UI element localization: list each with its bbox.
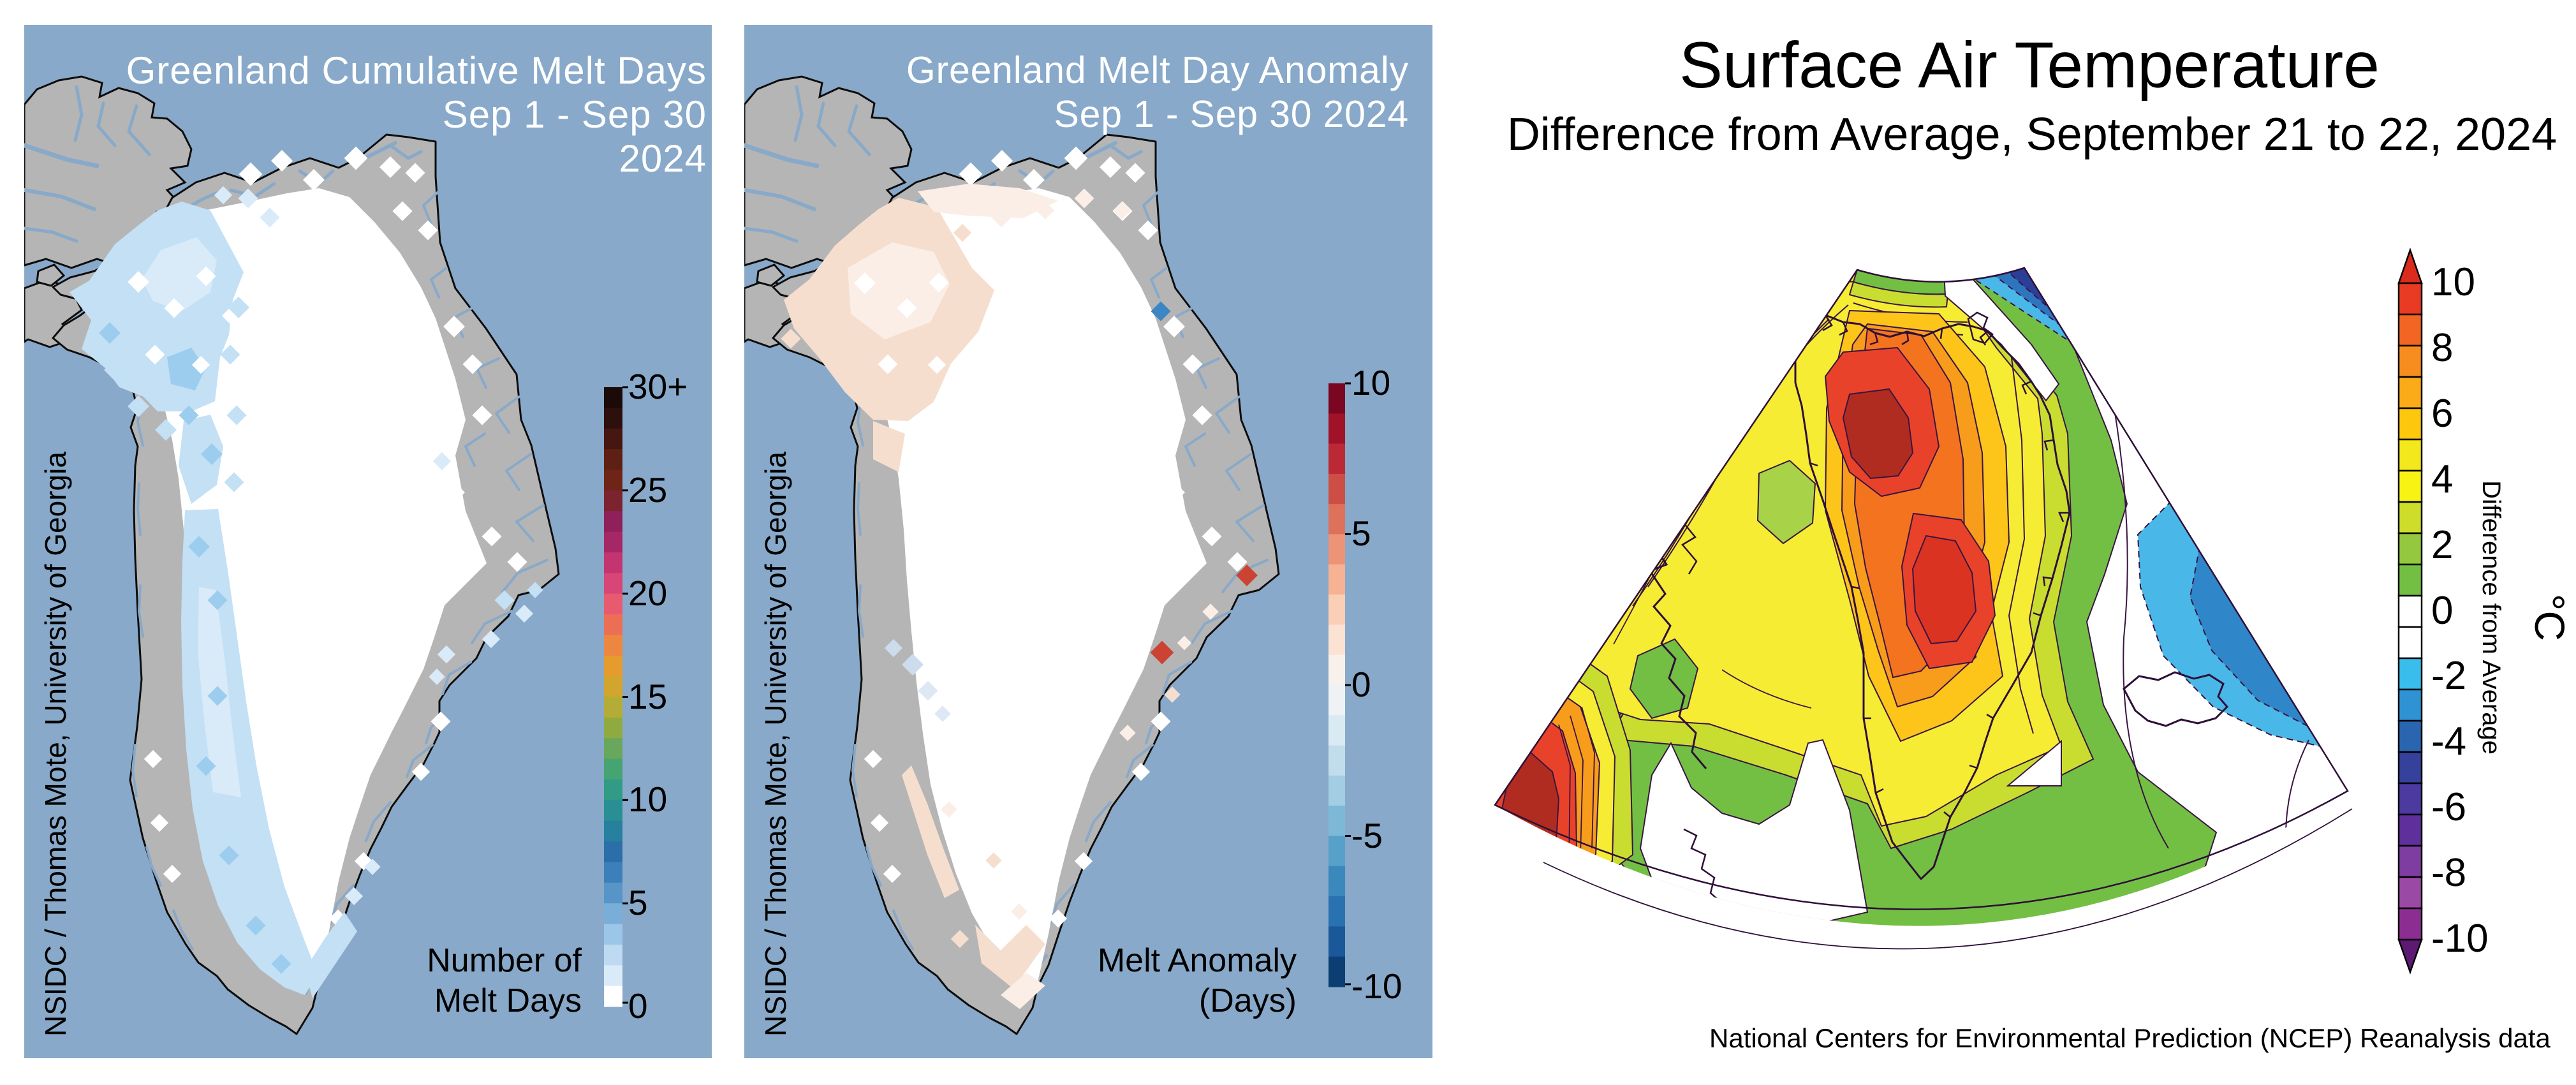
svg-text:°C: °C xyxy=(2526,594,2573,641)
svg-text:Difference from Average: Difference from Average xyxy=(2477,480,2505,755)
